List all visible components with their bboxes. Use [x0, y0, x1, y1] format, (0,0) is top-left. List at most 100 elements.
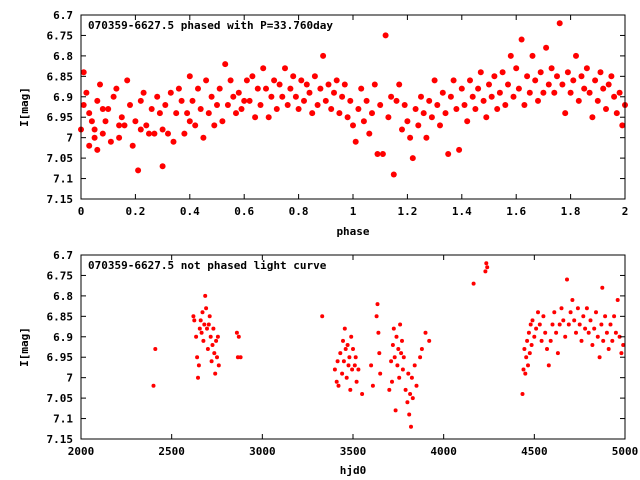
phased-data-point — [551, 89, 558, 96]
phased-data-point — [418, 93, 424, 100]
phased-data-point — [135, 167, 142, 174]
unphased-data-point — [600, 285, 605, 290]
unphased-data-point — [572, 318, 577, 323]
unphased-data-point — [557, 322, 562, 327]
unphased-data-point — [526, 363, 530, 368]
unphased-data-point — [419, 347, 424, 351]
phased-data-point — [505, 81, 511, 88]
phased-data-point — [467, 77, 473, 84]
unphased-data-point — [205, 347, 210, 351]
phased-y-tick-label: 6.75 — [47, 29, 74, 42]
phased-x-tick-label: 0.6 — [234, 205, 254, 218]
unphased-data-point — [401, 355, 406, 360]
phased-data-point — [116, 122, 123, 129]
phased-data-point — [344, 114, 351, 121]
phased-data-point — [309, 110, 316, 117]
unphased-data-point — [352, 363, 357, 368]
phased-data-point — [562, 110, 569, 117]
phased-data-point — [94, 146, 101, 153]
phased-data-point — [317, 85, 324, 92]
phased-data-point — [543, 44, 550, 51]
phased-data-point — [409, 155, 416, 162]
unphased-data-point — [206, 322, 211, 327]
phased-data-point — [298, 77, 305, 84]
phased-data-point — [559, 81, 566, 88]
unphased-data-point — [586, 330, 591, 335]
unphased-data-point — [344, 375, 349, 380]
phased-data-point — [371, 81, 378, 88]
unphased-y-tick-label: 6.9 — [53, 331, 73, 344]
phased-data-point — [241, 97, 248, 104]
phased-data-point — [616, 89, 623, 96]
unphased-data-point — [400, 367, 405, 372]
phased-y-axis-label: I[mag] — [18, 87, 31, 127]
phased-data-point — [195, 85, 201, 92]
phased-data-point — [235, 89, 242, 96]
phased-data-point — [358, 85, 365, 92]
unphased-data-point — [619, 351, 624, 356]
phased-data-point — [524, 73, 531, 80]
unphased-data-point — [376, 330, 381, 335]
phased-data-point — [116, 134, 123, 141]
unphased-data-point — [348, 387, 353, 392]
phased-data-point — [556, 20, 563, 27]
unphased-data-point — [528, 322, 533, 327]
phased-data-point — [205, 110, 212, 117]
unphased-data-point — [575, 306, 580, 311]
unphased-data-point — [341, 359, 346, 364]
unphased-data-point — [400, 338, 404, 343]
phased-data-point — [426, 97, 433, 104]
unphased-data-point — [554, 330, 559, 335]
phased-data-point — [583, 65, 590, 72]
unphased-data-point — [621, 343, 626, 347]
unphased-data-point — [211, 326, 216, 331]
phased-data-point — [230, 93, 237, 100]
unphased-data-point — [214, 338, 219, 343]
phased-data-point — [290, 73, 297, 80]
unphased-data-point — [610, 338, 615, 343]
phased-data-point — [573, 52, 579, 59]
phased-data-point — [208, 93, 215, 100]
phased-data-point — [233, 110, 239, 117]
unphased-data-point — [592, 326, 597, 331]
phased-data-point — [404, 118, 411, 125]
phased-data-point — [445, 151, 452, 157]
unphased-plot-frame — [80, 254, 626, 440]
unphased-x-tick-label: 4500 — [521, 445, 548, 458]
unphased-data-point — [406, 371, 411, 376]
unphased-data-point — [412, 363, 417, 368]
phased-data-point — [499, 69, 506, 76]
phased-data-point — [592, 77, 599, 84]
unphased-data-point — [525, 338, 530, 343]
unphased-data-point — [191, 314, 196, 319]
unphased-x-tick-label: 2500 — [158, 445, 185, 458]
phased-data-point — [303, 81, 310, 88]
phased-x-tick-label: 2 — [622, 205, 629, 218]
phased-y-tick-label: 7.05 — [47, 152, 74, 165]
unphased-data-point — [408, 392, 413, 396]
phased-data-point — [271, 77, 278, 84]
phased-data-point — [216, 85, 223, 92]
phased-x-tick-label: 1.6 — [506, 205, 526, 218]
unphased-data-point — [570, 298, 575, 302]
phased-data-point — [597, 69, 604, 76]
unphased-data-point — [204, 306, 209, 311]
unphased-data-point — [405, 400, 410, 405]
unphased-data-point — [389, 359, 394, 364]
unphased-axis-ticks: 2000 2500 3000 3500 4000 4500 5000 6.7 6.75 6.8 6.… — [47, 249, 639, 458]
unphased-data-point — [550, 322, 555, 327]
unphased-data-point — [403, 387, 408, 392]
phased-data-point — [331, 89, 337, 96]
phased-data-point — [83, 89, 90, 96]
unphased-y-tick-label: 7.15 — [47, 433, 74, 446]
phased-data-point — [173, 110, 180, 117]
unphased-data-point — [559, 306, 564, 311]
unphased-data-point — [213, 371, 218, 376]
phased-data-point — [377, 102, 384, 108]
unphased-data-point — [378, 371, 383, 376]
unphased-data-point — [199, 330, 204, 335]
unphased-data-point — [393, 408, 398, 413]
phased-data-point — [154, 93, 161, 100]
phased-data-point — [181, 130, 188, 137]
phased-data-point — [192, 122, 199, 129]
